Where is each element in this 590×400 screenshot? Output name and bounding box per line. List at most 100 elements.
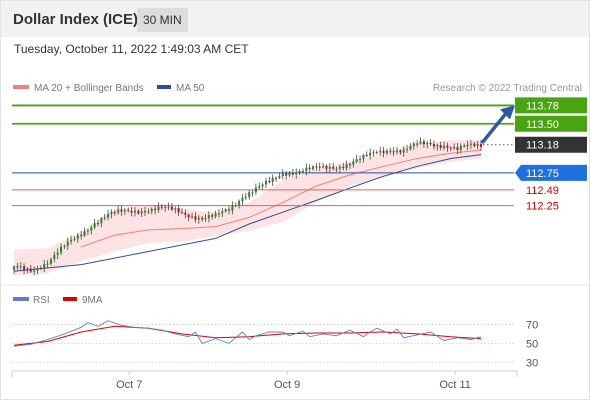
candle-body	[39, 268, 42, 270]
ma50-legend-label: MA 50	[176, 83, 205, 94]
candle-body	[453, 147, 456, 149]
ma20-legend-label: MA 20 + Bollinger Bands	[34, 83, 144, 94]
bollinger-band-fill	[14, 140, 481, 276]
level-label-112.49: 112.49	[526, 185, 559, 197]
candle-body	[127, 210, 130, 212]
candle-body	[221, 211, 224, 214]
candle-body	[26, 268, 29, 270]
candle-body	[469, 143, 472, 145]
level-tag-112.75	[515, 164, 587, 181]
candle-body	[53, 254, 56, 260]
candle-body	[33, 270, 36, 272]
candle-body	[409, 145, 412, 150]
candle-body	[191, 216, 194, 218]
candle-body	[315, 166, 318, 168]
candle-body	[258, 186, 261, 188]
candle-body	[201, 217, 204, 220]
candle-body	[311, 166, 315, 170]
candle-body	[332, 166, 335, 169]
bollinger-band-layer	[14, 140, 481, 276]
candle-body	[288, 172, 291, 176]
candle-body	[86, 230, 89, 232]
timeframe-button[interactable]: 30 MIN	[137, 8, 188, 32]
candle-body	[174, 208, 177, 210]
candle-body	[217, 213, 220, 215]
candle-body	[328, 166, 331, 169]
forecast-arrow-layer	[481, 105, 515, 144]
ma50-legend-swatch	[157, 85, 171, 89]
candle-body	[281, 173, 284, 176]
candle-body	[264, 180, 268, 185]
moving-average-layer	[13, 149, 482, 272]
candle-body	[180, 212, 184, 214]
rsi-legend-swatch	[13, 297, 29, 301]
candle-body	[224, 209, 227, 212]
candle-body	[355, 159, 358, 162]
candle-body	[271, 177, 274, 183]
candle-body	[46, 263, 49, 265]
candle-body	[19, 266, 22, 268]
candle-body	[301, 171, 304, 173]
x-tick-label: Oct 11	[439, 379, 471, 391]
forecast-arrow-head	[500, 105, 515, 120]
candle-body	[204, 218, 207, 220]
candle-body	[120, 209, 123, 212]
candle-body	[305, 167, 308, 172]
header-bar: Dollar Index (ICE) 30 MIN	[1, 1, 589, 37]
candle-body	[254, 187, 257, 193]
candle-body	[241, 197, 244, 201]
candle-body	[90, 227, 93, 231]
candle-body	[443, 145, 446, 148]
candle-body	[83, 231, 86, 236]
candle-body	[459, 145, 462, 150]
level-label-113.50: 113.50	[526, 119, 559, 131]
candle-body	[234, 205, 237, 207]
candle-body	[399, 150, 402, 153]
candle-body	[419, 141, 422, 144]
candle-body	[322, 165, 325, 168]
candle-body	[291, 172, 294, 175]
candle-body	[352, 161, 355, 165]
candle-body	[167, 206, 170, 208]
candle-body	[278, 175, 281, 178]
candle-body	[117, 209, 120, 213]
candle-body	[244, 196, 247, 198]
candle-body	[154, 208, 157, 211]
candle-body	[426, 143, 429, 145]
candle-body	[456, 147, 459, 150]
rsi-tick-label-30: 30	[526, 357, 538, 369]
rsi-tick-label-70: 70	[526, 319, 538, 331]
candle-body	[395, 150, 399, 152]
candle-body	[338, 166, 341, 169]
level-tag-113.78	[515, 97, 587, 114]
ma9-legend-label: 9MA	[82, 295, 103, 306]
candle-body	[382, 150, 385, 154]
candle-body	[231, 205, 234, 211]
ma20-legend-swatch	[13, 85, 29, 89]
candle-body	[80, 235, 83, 237]
candle-body	[412, 143, 415, 146]
candle-body	[36, 268, 39, 271]
level-tag-113.50	[515, 115, 587, 132]
candle-body	[93, 223, 96, 228]
candle-body	[197, 217, 200, 220]
candle-body	[463, 145, 466, 147]
level-label-113.18: 113.18	[526, 140, 559, 152]
candle-body	[402, 149, 405, 153]
candle-body	[157, 206, 160, 211]
candle-body	[348, 164, 352, 166]
candle-body	[406, 149, 409, 151]
candle-body	[66, 241, 69, 246]
candle-body	[268, 180, 271, 183]
candle-body	[342, 166, 345, 169]
level-label-113.78: 113.78	[526, 100, 559, 112]
candle-body	[416, 143, 419, 145]
candle-body	[362, 154, 365, 159]
candle-body	[100, 218, 103, 224]
candle-body	[298, 171, 301, 173]
candle-body	[43, 264, 46, 269]
rsi-line	[13, 320, 482, 347]
candle-body	[392, 151, 395, 153]
x-tick-label: Oct 7	[116, 379, 142, 391]
candle-body	[285, 173, 288, 176]
